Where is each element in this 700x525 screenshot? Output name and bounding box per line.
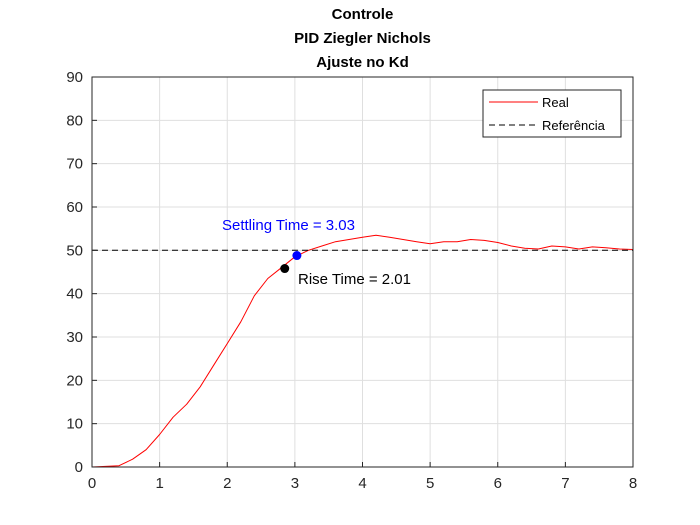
series-line-real <box>91 234 634 468</box>
legend-label-real: Real <box>542 95 569 110</box>
x-tick-label: 8 <box>629 475 637 492</box>
x-tick-label: 2 <box>223 475 231 492</box>
series-layer <box>91 234 634 468</box>
legend-label-referencia: Referência <box>542 118 606 133</box>
marker-layer <box>280 251 302 274</box>
x-tick-label: 6 <box>494 475 502 492</box>
rise-time-label: Rise Time = 2.01 <box>298 271 411 288</box>
chart-title-line-2: PID Ziegler Nichols <box>294 30 431 47</box>
legend: Real Referência <box>482 89 622 138</box>
y-tick-label: 80 <box>66 112 83 129</box>
y-tick-label: 0 <box>75 459 83 476</box>
settling-time-label: Settling Time = 3.03 <box>222 217 355 234</box>
chart-title-line-1: Controle <box>331 6 394 23</box>
y-tick-label: 40 <box>66 286 83 303</box>
settling-time-marker <box>292 251 302 261</box>
x-tick-label: 4 <box>358 475 366 492</box>
x-tick-label: 1 <box>155 475 163 492</box>
y-tick-label: 90 <box>66 69 83 86</box>
y-tick-label: 50 <box>66 242 83 259</box>
x-tick-label: 5 <box>426 475 434 492</box>
rise-time-marker <box>280 264 290 274</box>
legend-box <box>482 89 622 138</box>
x-tick-label: 7 <box>561 475 569 492</box>
y-tick-label: 60 <box>66 199 83 216</box>
y-tick-label: 30 <box>66 329 83 346</box>
y-tick-label: 70 <box>66 156 83 173</box>
x-tick-label: 0 <box>88 475 96 492</box>
y-tick-label: 10 <box>66 416 83 433</box>
chart-title-line-3: Ajuste no Kd <box>316 54 409 71</box>
y-tick-label: 20 <box>66 372 83 389</box>
x-tick-label: 3 <box>291 475 299 492</box>
